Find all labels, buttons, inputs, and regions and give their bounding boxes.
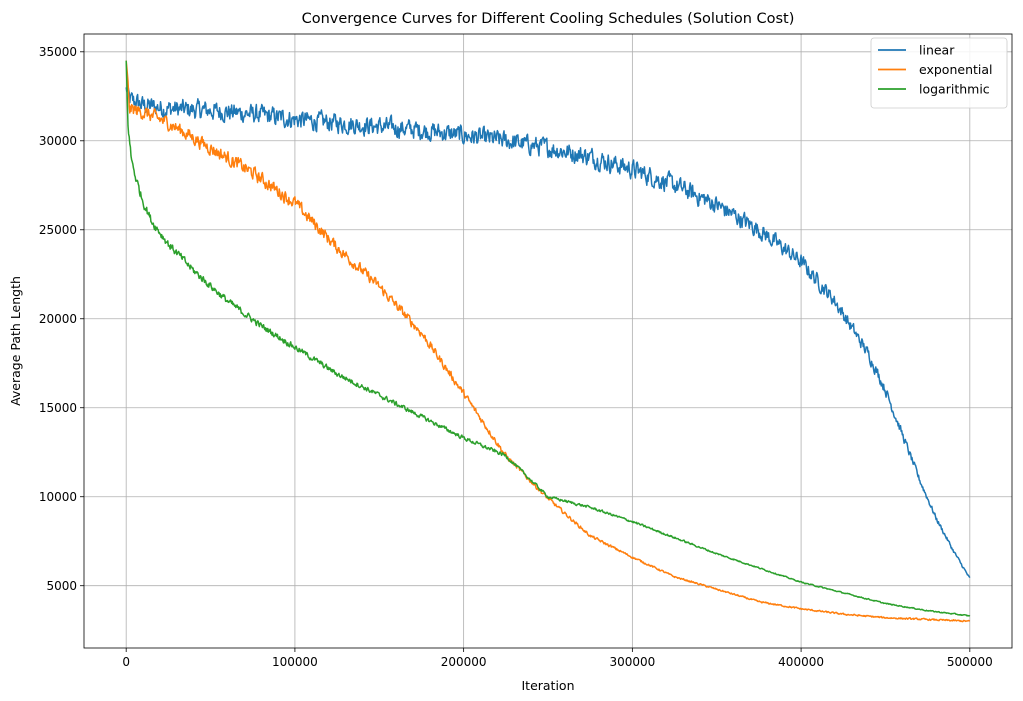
x-tick-label: 200000 — [441, 655, 487, 669]
x-tick-label: 300000 — [609, 655, 655, 669]
y-tick-label: 10000 — [39, 490, 77, 504]
legend-label-logarithmic: logarithmic — [919, 82, 990, 97]
grid — [84, 34, 1012, 648]
legend-label-linear: linear — [919, 43, 955, 58]
y-tick-label: 30000 — [39, 134, 77, 148]
y-axis-label: Average Path Length — [8, 276, 23, 406]
series-line-linear — [125, 84, 971, 579]
y-tick-label: 20000 — [39, 312, 77, 326]
plot-frame — [83, 33, 1013, 649]
x-tick-label: 0 — [122, 655, 130, 669]
legend: linear exponential logarithmic — [870, 37, 1008, 109]
series-line-logarithmic — [125, 60, 971, 617]
x-tick-label: 500000 — [947, 655, 993, 669]
chart-title: Convergence Curves for Different Cooling… — [302, 11, 795, 27]
y-axis-ticks: 5000 10000 15000 20000 25000 30000 35000 — [39, 45, 84, 593]
x-axis-label: Iteration — [521, 678, 574, 693]
x-axis-ticks: 0 100000 200000 300000 400000 500000 — [122, 648, 993, 669]
legend-box — [870, 37, 1008, 109]
y-tick-label: 15000 — [39, 401, 77, 415]
legend-label-exponential: exponential — [919, 62, 993, 77]
x-tick-label: 100000 — [272, 655, 318, 669]
y-tick-label: 25000 — [39, 223, 77, 237]
x-tick-label: 400000 — [778, 655, 824, 669]
y-tick-label: 5000 — [46, 579, 77, 593]
series-group — [125, 60, 971, 623]
y-tick-label: 35000 — [39, 45, 77, 59]
